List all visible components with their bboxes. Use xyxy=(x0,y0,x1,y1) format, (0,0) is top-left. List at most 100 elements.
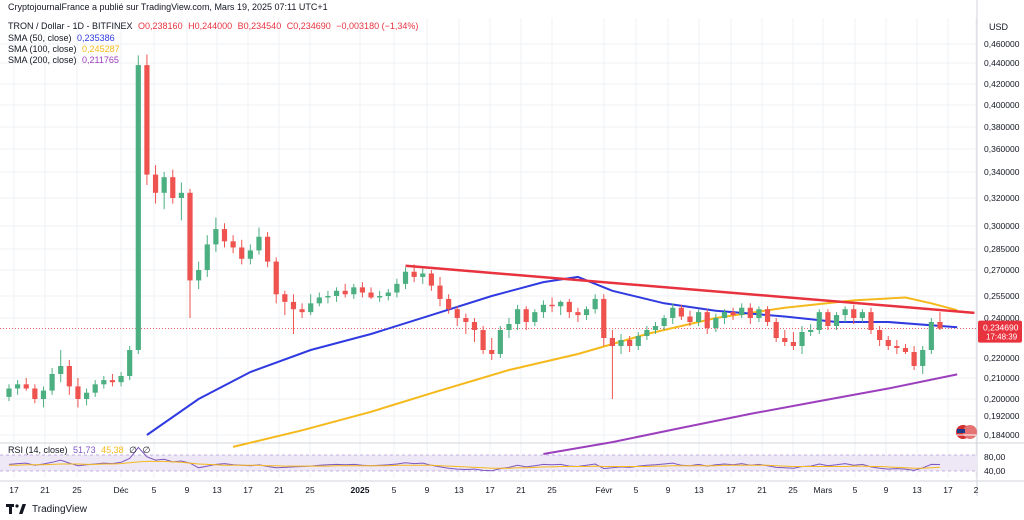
sma50-value: 0,235386 xyxy=(77,33,115,43)
time-tick-label: 21 xyxy=(274,485,284,495)
symbol-line: TRON / Dollar - 1D - BITFINEX O0,238160 … xyxy=(8,21,421,32)
candle-body xyxy=(333,290,340,296)
candle-body xyxy=(101,380,107,385)
candle-body xyxy=(902,348,909,352)
candle-body xyxy=(833,315,840,326)
candle-body xyxy=(583,309,590,316)
time-tick-label: 25 xyxy=(305,485,315,495)
candle-body xyxy=(877,330,883,340)
candle-body xyxy=(489,350,495,354)
candle-body xyxy=(920,350,926,366)
time-tick-label: 5 xyxy=(392,485,397,495)
candle-body xyxy=(135,65,141,350)
publisher-line: CryptojournalFrance a publié sur Trading… xyxy=(8,2,328,12)
candle-body xyxy=(687,316,693,322)
time-tick-label: 2 xyxy=(974,485,979,495)
candle-body xyxy=(497,330,503,354)
candle-body xyxy=(144,65,150,175)
time-tick-label: 21 xyxy=(757,485,767,495)
candle-body xyxy=(549,304,555,307)
time-tick-label: 21 xyxy=(40,485,50,495)
time-tick-label: 13 xyxy=(912,485,922,495)
time-tick-label: 5 xyxy=(634,485,639,495)
time-tick-label: Mars xyxy=(814,485,833,495)
sma200-legend[interactable]: SMA (200, close) 0,211765 xyxy=(8,55,122,66)
candle-body xyxy=(463,318,469,322)
candle-body xyxy=(230,241,236,248)
symbol-name[interactable]: TRON / Dollar - 1D - BITFINEX xyxy=(8,21,133,31)
candle-body xyxy=(420,273,426,277)
sma200-label: SMA (200, close) xyxy=(8,55,77,65)
candle-body xyxy=(911,352,917,366)
flag-canton xyxy=(957,429,965,433)
sma100-legend[interactable]: SMA (100, close) 0,245287 xyxy=(8,44,123,55)
bar-countdown: 17:48:39 xyxy=(986,333,1018,342)
us-flag-event-icon[interactable] xyxy=(956,425,977,439)
price-tick-label: 0,460000 xyxy=(984,39,1020,49)
candle-body xyxy=(187,192,193,281)
candle-body xyxy=(678,307,684,317)
candle-body xyxy=(325,296,331,298)
candle-body xyxy=(721,312,728,318)
candle-body xyxy=(773,322,779,338)
candle-body xyxy=(402,271,409,284)
time-tick-label: 9 xyxy=(185,485,190,495)
price-axis: USD 0,460000 0,440000 0,420000 0,400000 0,380… xyxy=(978,22,1022,476)
candle-body xyxy=(652,326,659,330)
candle-body xyxy=(566,301,572,313)
candle-body xyxy=(15,384,21,389)
candle-body xyxy=(75,386,81,399)
candle-body xyxy=(937,322,943,329)
candle-body xyxy=(885,340,891,346)
time-tick-label: Févr xyxy=(596,485,613,495)
candle-body xyxy=(808,330,814,332)
rsi-legend[interactable]: RSI (14, close) 51,73 45,38 ∅ ∅ xyxy=(8,445,153,456)
rsi-empty-2: ∅ xyxy=(142,445,151,455)
flag-circle-2 xyxy=(963,425,977,439)
sma50-legend[interactable]: SMA (50, close) 0,235386 xyxy=(8,33,118,44)
price-tick-label: 0,220000 xyxy=(984,353,1020,363)
price-tick-label: 0,340000 xyxy=(984,167,1020,177)
candle-body xyxy=(6,388,12,397)
time-tick-label: 17 xyxy=(726,485,736,495)
candle-body xyxy=(308,303,314,313)
candle-body xyxy=(256,236,262,251)
candle-body xyxy=(704,312,710,328)
tradingview-brand[interactable]: TradingView xyxy=(6,503,87,515)
time-tick-label: 17 xyxy=(943,485,953,495)
candle-body xyxy=(730,312,736,316)
grid-lines xyxy=(0,18,977,478)
time-tick-label: 13 xyxy=(694,485,704,495)
time-tick-label: 2025 xyxy=(351,485,370,495)
candle-body xyxy=(446,298,452,310)
candles xyxy=(6,54,943,408)
candle-body xyxy=(282,294,288,302)
candle-body xyxy=(609,338,615,346)
candle-body xyxy=(58,366,64,374)
candle-body xyxy=(221,229,228,242)
price-tick-label: 0,270000 xyxy=(984,265,1020,275)
rsi-line xyxy=(8,446,941,472)
candle-body xyxy=(842,309,848,316)
candle-body xyxy=(894,346,900,348)
time-tick-label: 5 xyxy=(853,485,858,495)
time-tick-label: 9 xyxy=(884,485,889,495)
candle-body xyxy=(480,330,486,350)
candle-body xyxy=(575,312,581,316)
candle-body xyxy=(152,174,159,193)
time-tick-label: Déc xyxy=(113,485,129,495)
candle-body xyxy=(928,322,934,350)
price-tick-label: 0,255000 xyxy=(984,291,1020,301)
candle-body xyxy=(204,244,210,270)
time-tick-label: 17 xyxy=(243,485,253,495)
candle-body xyxy=(161,177,167,193)
rsi-tick-low: 40,00 xyxy=(984,466,1006,476)
time-tick-label: 13 xyxy=(454,485,464,495)
candle-body xyxy=(316,297,322,304)
candle-body xyxy=(109,380,116,383)
rsi-label: RSI (14, close) xyxy=(8,445,68,455)
candle-body xyxy=(265,236,271,262)
candle-body xyxy=(247,250,253,259)
candle-body xyxy=(411,271,417,277)
